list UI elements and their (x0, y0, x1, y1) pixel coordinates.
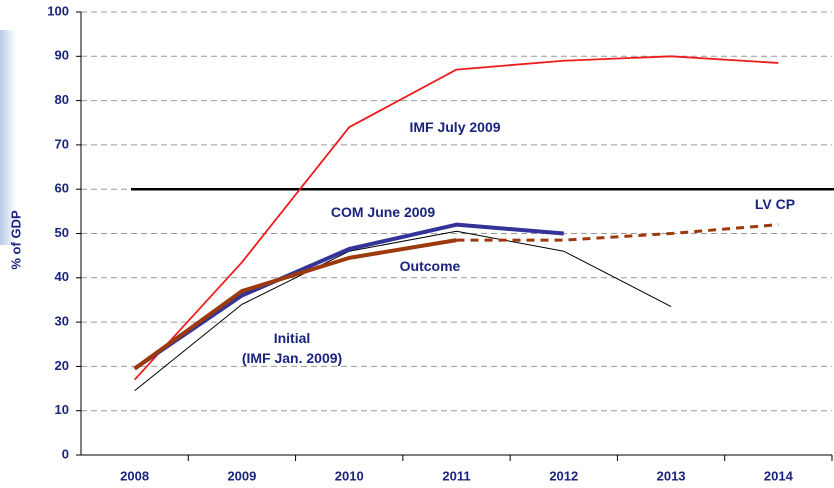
y-tick-label: 90 (55, 48, 69, 63)
series-line (134, 230, 672, 392)
x-tick-label: 2011 (442, 468, 470, 483)
y-tick-label: 20 (55, 358, 69, 373)
series-label: Initial (IMF Jan. 2009) (241, 330, 343, 366)
y-tick-label: 10 (55, 402, 69, 417)
series-line (133, 55, 779, 381)
series-label: LV CP (754, 196, 796, 212)
series-line (133, 222, 564, 371)
series-label: IMF July 2009 (409, 119, 501, 135)
series-line (133, 238, 457, 371)
y-tick-label: 30 (55, 314, 69, 329)
series-label: COM June 2009 (330, 204, 436, 220)
x-tick-label: 2010 (335, 468, 364, 483)
y-tick-label: 70 (55, 136, 69, 151)
x-tick-label: 2009 (227, 468, 256, 483)
x-tick-label: 2012 (549, 468, 578, 483)
y-axis-label: % of GDP (8, 210, 23, 270)
y-tick-label: 50 (55, 225, 69, 240)
y-tick-label: 0 (62, 446, 69, 461)
x-tick-label: 2013 (657, 468, 686, 483)
y-tick-label: 80 (55, 92, 69, 107)
decoration (0, 30, 16, 245)
series-line (456, 223, 779, 242)
y-tick-label: 40 (55, 269, 69, 284)
x-tick-label: 2008 (120, 468, 149, 483)
y-tick-label: 100 (47, 3, 69, 18)
x-tick-label: 2014 (764, 468, 794, 483)
y-tick-label: 60 (55, 181, 69, 196)
series-label: Outcome (399, 258, 461, 274)
